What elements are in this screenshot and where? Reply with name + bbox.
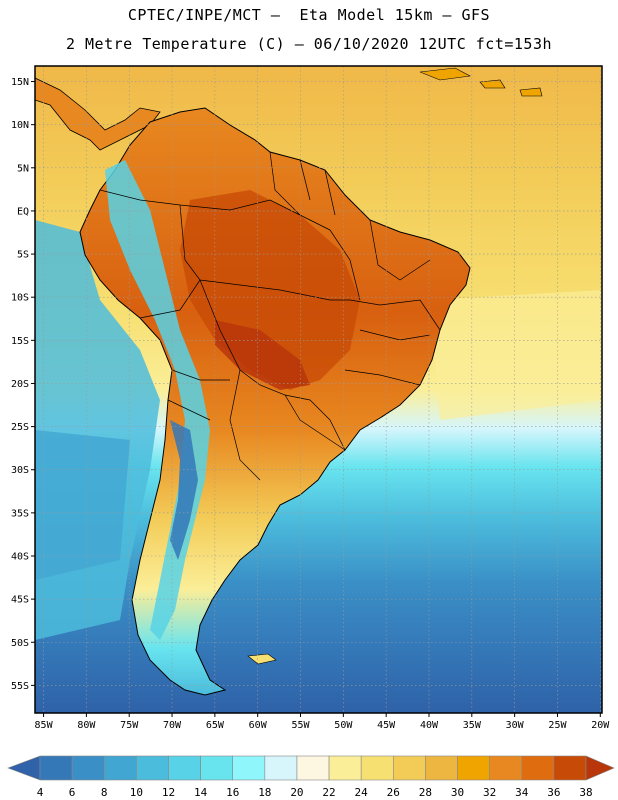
- colorbar-label: 16: [226, 786, 239, 799]
- colorbar-swatch: [489, 755, 523, 781]
- lon-tick-label: 65W: [206, 720, 225, 731]
- colorbar-swatch: [71, 755, 105, 781]
- colorbar-underflow: [7, 755, 41, 781]
- colorbar-swatch: [553, 755, 587, 781]
- colorbar-label: 38: [579, 786, 592, 799]
- lon-tick-label: 20W: [591, 720, 610, 731]
- lat-tick-label: 25S: [11, 422, 29, 433]
- lat-tick-label: EQ: [17, 206, 29, 217]
- lon-tick-label: 35W: [463, 720, 482, 731]
- colorbar-swatch: [136, 755, 169, 781]
- lon-tick-label: 55W: [291, 720, 310, 731]
- colorbar-label: 36: [547, 786, 560, 799]
- lat-tick-label: 20S: [11, 379, 29, 390]
- longitude-axis: 85W 80W 75W 70W 65W 60W 55W 50W 45W 40W 35W 30W 25W 2…: [35, 713, 610, 731]
- colorbar-swatch: [296, 755, 330, 781]
- colorbar-label: 6: [69, 786, 76, 799]
- lon-tick-label: 45W: [377, 720, 396, 731]
- country-borders: [99, 151, 441, 481]
- lat-tick-label: 45S: [11, 595, 29, 606]
- colorbar-label: 10: [130, 786, 143, 799]
- colorbar-overflow: [585, 755, 615, 781]
- colorbar-swatch: [392, 755, 426, 781]
- colorbar-label: 12: [162, 786, 175, 799]
- falkland-islands: [247, 653, 277, 665]
- lat-tick-label: 55S: [11, 681, 29, 692]
- colorbar-swatch: [103, 755, 137, 781]
- colorbar-label: 14: [194, 786, 208, 799]
- colorbar-label: 30: [451, 786, 464, 799]
- colorbar-label: 26: [387, 786, 400, 799]
- colorbar-label: 28: [419, 786, 432, 799]
- colorbar-swatch: [521, 755, 555, 781]
- lon-tick-label: 75W: [120, 720, 139, 731]
- colorbar-swatch: [425, 755, 458, 781]
- lat-tick-label: 10S: [11, 293, 29, 304]
- colorbar-label: 34: [515, 786, 529, 799]
- lat-tick-label: 5N: [17, 163, 29, 174]
- colorbar-swatch: [328, 755, 362, 781]
- colorbar-swatch: [39, 755, 73, 781]
- colorbar-swatch: [264, 755, 298, 781]
- lon-tick-label: 25W: [548, 720, 567, 731]
- latitude-axis: 15N 10N 5N EQ 5S 10S 15S 20S 25S 30S 35S 40S 45S 50S 5…: [11, 77, 35, 692]
- colorbar-label: 24: [355, 786, 369, 799]
- lat-tick-label: 35S: [11, 508, 29, 519]
- colorbar-swatch: [200, 755, 234, 781]
- colorbar-label: 20: [290, 786, 303, 799]
- colorbar: 4 6 8 10 12 14 16 18 20 22 24 26 28 30 32 34 36 38: [7, 755, 615, 799]
- colorbar-label: 18: [258, 786, 271, 799]
- lat-tick-label: 15N: [11, 77, 29, 88]
- map-border: [34, 65, 603, 714]
- lon-tick-label: 40W: [420, 720, 439, 731]
- colorbar-swatch: [360, 755, 394, 781]
- lat-tick-label: 30S: [11, 465, 29, 476]
- colorbar-swatch: [232, 755, 266, 781]
- lat-tick-label: 15S: [11, 336, 29, 347]
- lat-tick-label: 40S: [11, 551, 29, 562]
- lon-tick-label: 50W: [334, 720, 353, 731]
- colorbar-swatch: [168, 755, 201, 781]
- lat-tick-label: 5S: [17, 250, 29, 261]
- map-subtitle: 2 Metre Temperature (C) – 06/10/2020 12U…: [65, 35, 553, 53]
- map-title: CPTEC/INPE/MCT – Eta Model 15km – GFS: [127, 6, 491, 24]
- lat-tick-label: 10N: [11, 120, 29, 131]
- colorbar-label: 22: [322, 786, 335, 799]
- lon-tick-label: 70W: [163, 720, 182, 731]
- graticule: [35, 66, 602, 713]
- lat-tick-label: 50S: [11, 638, 29, 649]
- colorbar-label: 8: [101, 786, 108, 799]
- lon-tick-label: 30W: [506, 720, 525, 731]
- colorbar-label: 4: [37, 786, 44, 799]
- colorbar-label: 32: [483, 786, 496, 799]
- colorbar-swatch: [457, 755, 490, 781]
- lon-tick-label: 85W: [35, 720, 54, 731]
- lon-tick-label: 80W: [77, 720, 96, 731]
- lon-tick-label: 60W: [249, 720, 268, 731]
